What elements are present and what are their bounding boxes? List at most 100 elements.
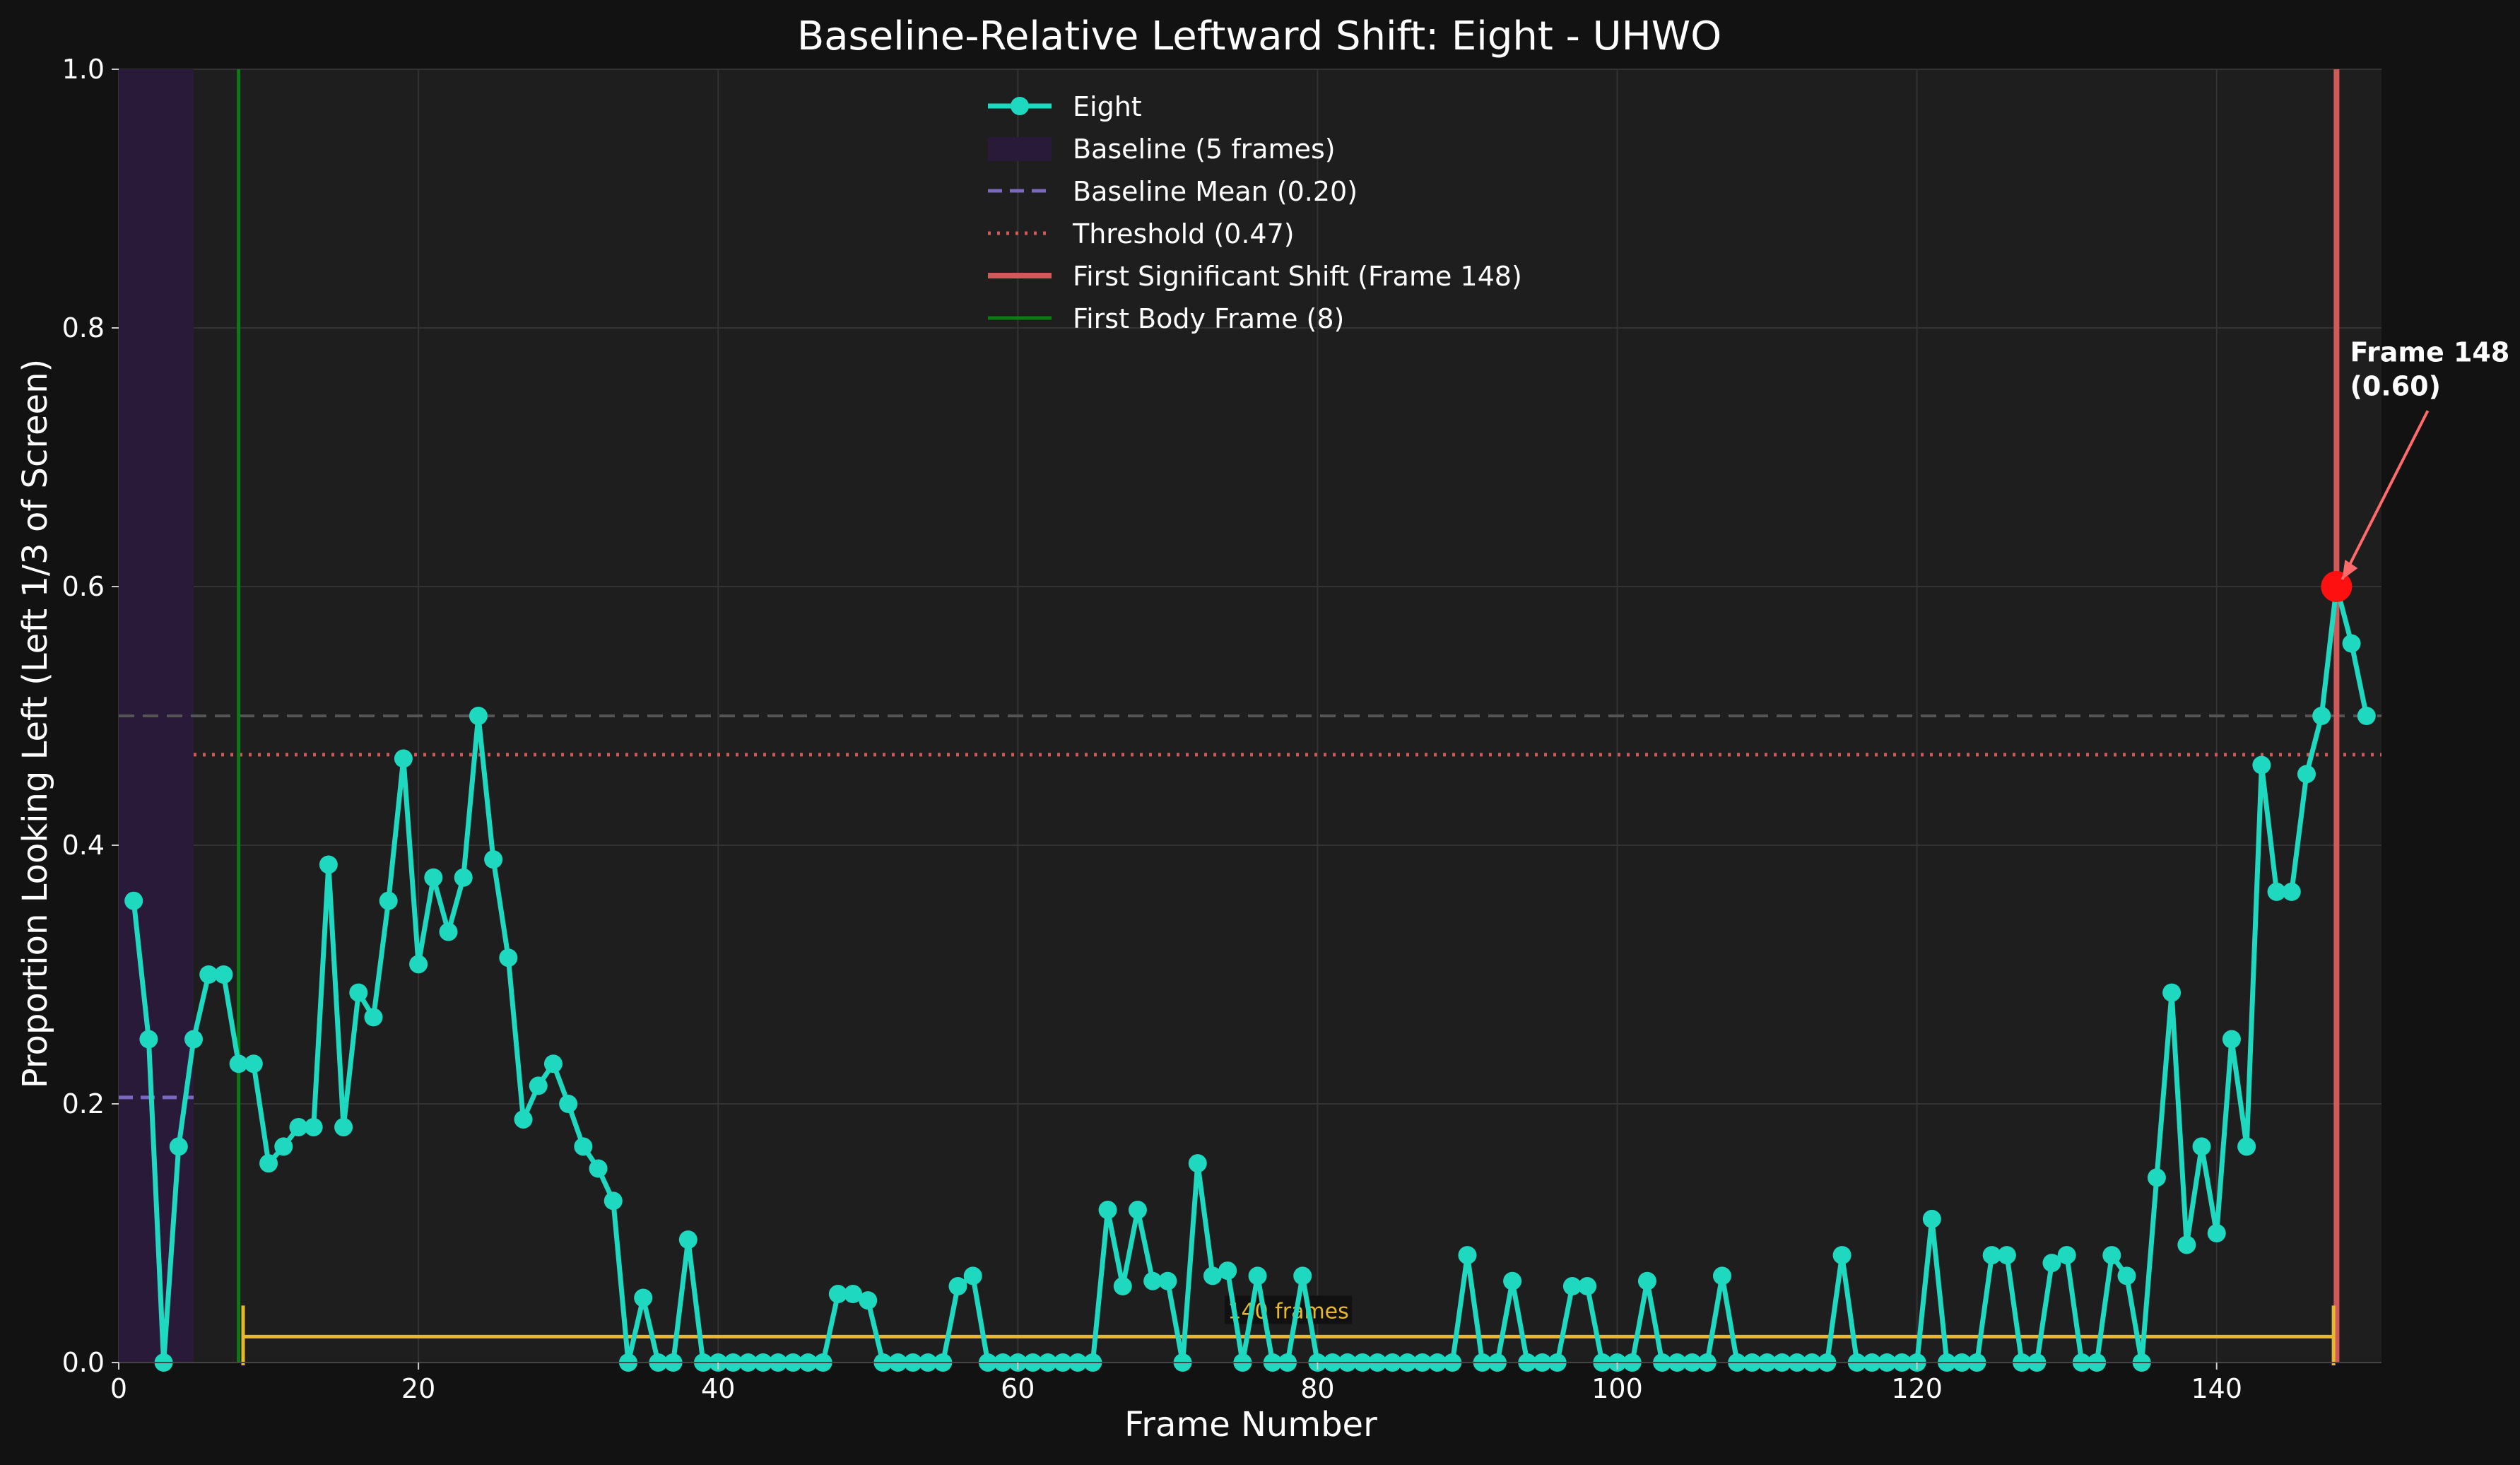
data-point-2 <box>139 1030 158 1049</box>
data-point-23 <box>454 868 473 887</box>
data-point-8 <box>229 1054 248 1073</box>
data-point-26 <box>499 948 518 967</box>
data-point-66 <box>1098 1201 1117 1220</box>
data-point-16 <box>349 983 368 1002</box>
legend-item-first-body: First Body Frame (8) <box>988 303 1344 334</box>
data-point-69 <box>1143 1271 1162 1290</box>
data-point-147 <box>2312 707 2331 725</box>
data-point-20 <box>409 955 428 974</box>
data-point-98 <box>1578 1277 1597 1296</box>
span-label: 140 frames <box>1227 1299 1348 1324</box>
data-point-74 <box>1218 1261 1237 1281</box>
data-point-29 <box>543 1054 563 1073</box>
annotation-arrow-line <box>2341 410 2430 580</box>
legend: Eight Baseline (5 frames) Baseline Mean (0… <box>988 91 1522 334</box>
legend-item-threshold: Threshold (0.47) <box>988 218 1295 249</box>
x-tick-label-60: 60 <box>1001 1373 1035 1404</box>
data-point-49 <box>844 1285 863 1304</box>
data-point-107 <box>1712 1266 1731 1285</box>
data-point-14 <box>319 855 338 874</box>
data-point-6 <box>199 965 218 984</box>
x-tick-label-80: 80 <box>1300 1373 1334 1404</box>
data-point-141 <box>2222 1030 2241 1049</box>
legend-label-threshold: Threshold (0.47) <box>1072 218 1295 249</box>
data-point-32 <box>589 1159 608 1178</box>
data-point-142 <box>2237 1137 2256 1156</box>
legend-label-eight: Eight <box>1073 91 1142 122</box>
x-tick-label-140: 140 <box>2191 1373 2242 1404</box>
data-point-1 <box>124 891 143 910</box>
data-point-27 <box>514 1110 533 1129</box>
data-point-25 <box>484 850 503 869</box>
data-point-17 <box>364 1008 383 1027</box>
data-point-67 <box>1113 1277 1132 1296</box>
first-shift-marker <box>2321 571 2353 602</box>
y-tick-label-1: 0.2 <box>62 1088 105 1119</box>
data-point-10 <box>259 1154 278 1173</box>
data-point-35 <box>634 1288 653 1307</box>
data-point-79 <box>1293 1266 1312 1285</box>
y-tick-label-2: 0.4 <box>62 830 105 861</box>
data-point-5 <box>184 1030 204 1049</box>
data-point-145 <box>2282 882 2301 901</box>
data-point-97 <box>1562 1277 1582 1296</box>
data-point-139 <box>2192 1137 2211 1156</box>
y-axis-label: Proportion Looking Left (Left 1/3 of Scr… <box>16 359 55 1088</box>
chart-title: Baseline-Relative Leftward Shift: Eight … <box>797 13 1721 59</box>
legend-item-baseline: Baseline (5 frames) <box>988 134 1336 165</box>
annotation-text-frame: Frame 148 <box>2350 336 2509 367</box>
x-axis-label: Frame Number <box>1124 1405 1377 1445</box>
legend-item-eight: Eight <box>988 91 1142 122</box>
data-point-22 <box>439 922 458 941</box>
annotation-arrow-head <box>2342 560 2358 579</box>
data-point-18 <box>379 891 398 910</box>
legend-swatch-baseline <box>988 137 1052 161</box>
data-point-50 <box>859 1291 878 1310</box>
data-point-24 <box>469 707 488 725</box>
legend-label-baseline: Baseline (5 frames) <box>1073 134 1336 165</box>
legend-label-first-shift: First Significant Shift (Frame 148) <box>1073 261 1522 292</box>
data-point-28 <box>529 1076 548 1095</box>
data-point-4 <box>169 1137 188 1156</box>
data-point-130 <box>2057 1246 2076 1265</box>
data-point-76 <box>1248 1266 1267 1285</box>
data-point-137 <box>2162 983 2182 1002</box>
data-point-93 <box>1503 1271 1522 1290</box>
data-point-33 <box>603 1192 623 1211</box>
data-point-129 <box>2042 1254 2061 1273</box>
legend-item-first-shift: First Significant Shift (Frame 148) <box>988 261 1522 292</box>
y-tick-label-0: 0.0 <box>62 1347 105 1378</box>
data-point-12 <box>289 1117 308 1136</box>
data-point-134 <box>2117 1266 2136 1285</box>
span-label-background <box>1225 1295 1353 1324</box>
data-point-70 <box>1158 1271 1177 1290</box>
data-point-126 <box>1997 1246 2016 1265</box>
data-point-138 <box>2177 1235 2196 1254</box>
data-point-21 <box>424 868 443 887</box>
data-point-102 <box>1637 1271 1656 1290</box>
x-tick-label-20: 20 <box>401 1373 435 1404</box>
data-point-9 <box>244 1054 263 1073</box>
data-point-149 <box>2342 634 2361 653</box>
plot-area: 140 frames Frame 148(0.60) 0 20 40 60 80 100 120… <box>62 54 2510 1404</box>
x-tick-label-40: 40 <box>701 1373 735 1404</box>
data-point-150 <box>2357 707 2376 725</box>
data-point-7 <box>214 965 233 984</box>
data-point-19 <box>394 749 413 768</box>
legend-item-baseline-mean: Baseline Mean (0.20) <box>988 176 1358 207</box>
y-tick-label-4: 0.8 <box>62 312 105 343</box>
annotation-text-value: (0.60) <box>2350 370 2441 401</box>
data-point-90 <box>1458 1246 1477 1265</box>
data-point-30 <box>559 1095 578 1113</box>
data-point-146 <box>2297 765 2316 784</box>
data-point-143 <box>2252 755 2271 775</box>
legend-label-baseline-mean: Baseline Mean (0.20) <box>1073 176 1358 207</box>
y-tick-label-5: 1.0 <box>62 54 105 85</box>
data-point-133 <box>2102 1246 2121 1265</box>
data-point-11 <box>274 1137 293 1156</box>
data-point-144 <box>2267 882 2286 901</box>
data-point-140 <box>2207 1224 2226 1242</box>
data-point-136 <box>2147 1168 2166 1187</box>
data-point-13 <box>304 1117 323 1136</box>
y-tick-label-3: 0.6 <box>62 571 105 602</box>
